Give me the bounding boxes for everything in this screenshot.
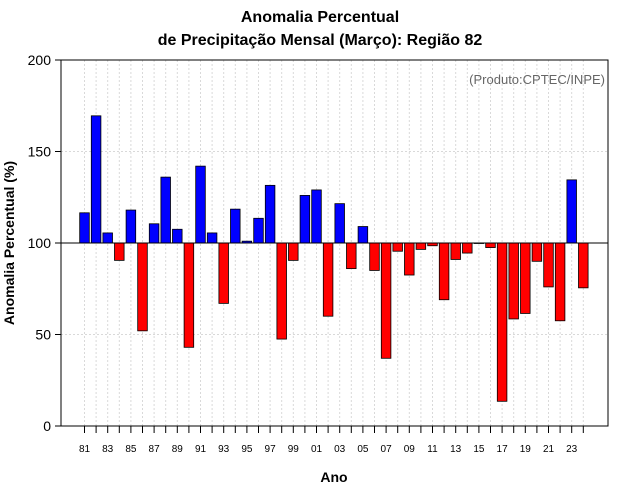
bar-12 [438,242,450,301]
bar-88 [160,176,171,244]
bar-00 [299,195,311,244]
y-tick-label-150: 150 [28,144,52,160]
bar-99 [288,242,299,261]
chart-title-line1: Anomalia Percentual [240,9,400,26]
y-axis-label: Anomalia Percentual (%) [1,161,17,325]
bar-83 [102,232,113,244]
bar-91 [195,165,206,244]
x-tick-label-93: 93 [218,444,230,455]
x-axis-label: Ano [320,469,347,485]
x-tick-label-19: 19 [520,444,532,455]
x-tick-label-15: 15 [473,444,485,455]
bar-98 [276,242,287,340]
x-tick-label-81: 81 [79,444,91,455]
bar-17 [496,242,508,402]
bar-85 [125,209,137,244]
x-tick-label-89: 89 [172,444,184,455]
bar-86 [137,242,148,332]
y-tick-label-50: 50 [35,327,51,343]
bar-08 [392,242,403,252]
bar-81 [79,212,90,244]
x-tick-label-91: 91 [195,444,207,455]
bar-05 [357,226,369,244]
x-tick-label-95: 95 [241,444,253,455]
chart-title-line2: de Precipitação Mensal (Março): Região 8… [157,32,483,49]
y-tick-label-200: 200 [28,52,52,68]
bar-82 [90,115,102,244]
bar-87 [148,223,160,244]
bar-16 [485,242,496,248]
x-tick-label-05: 05 [357,444,369,455]
x-tick-label-03: 03 [334,444,346,455]
bar-94 [230,208,241,244]
bar-03 [334,203,345,244]
bar-18 [508,242,519,320]
bar-02 [322,242,334,317]
bar-23 [566,179,577,244]
x-tick-label-23: 23 [566,444,578,455]
bar-24 [578,242,589,289]
bar-22 [554,242,566,322]
bar-07 [380,242,392,359]
x-tick-label-17: 17 [497,444,509,455]
x-tick-label-13: 13 [450,444,462,455]
x-tick-label-21: 21 [543,444,555,455]
bar-21 [543,242,554,288]
bar-20 [531,242,543,262]
bar-10 [415,242,427,250]
bar-06 [369,242,380,271]
bar-19 [520,242,531,314]
x-tick-label-09: 09 [404,444,416,455]
x-tick-label-99: 99 [288,444,300,455]
x-axis: 81 83 85 87 89 91 93 95 97 99 01 03 05 07 09 11 13 15 17 19… [79,426,584,455]
bar-97 [264,184,276,244]
x-tick-label-07: 07 [381,444,393,455]
x-tick-label-11: 11 [427,444,438,455]
x-tick-label-85: 85 [125,444,137,455]
bar-01 [311,189,322,244]
bar-96 [253,217,264,244]
credit-label: (Produto:CPTEC/INPE) [469,72,605,87]
bar-series [79,115,589,402]
bar-93 [218,242,229,304]
x-tick-label-83: 83 [102,444,114,455]
y-tick-label-100: 100 [28,235,52,251]
bar-13 [450,242,461,260]
bar-09 [404,242,415,276]
bar-90 [183,242,195,348]
x-tick-label-97: 97 [265,444,277,455]
bar-04 [346,242,357,270]
x-tick-label-01: 01 [311,444,323,455]
bar-89 [172,228,183,244]
y-tick-label-0: 0 [43,418,51,434]
y-axis: 0 50 100 150 200 [28,52,61,434]
x-tick-label-87: 87 [149,444,161,455]
bar-14 [462,242,473,254]
bar-84 [114,242,125,261]
bar-92 [206,232,218,244]
